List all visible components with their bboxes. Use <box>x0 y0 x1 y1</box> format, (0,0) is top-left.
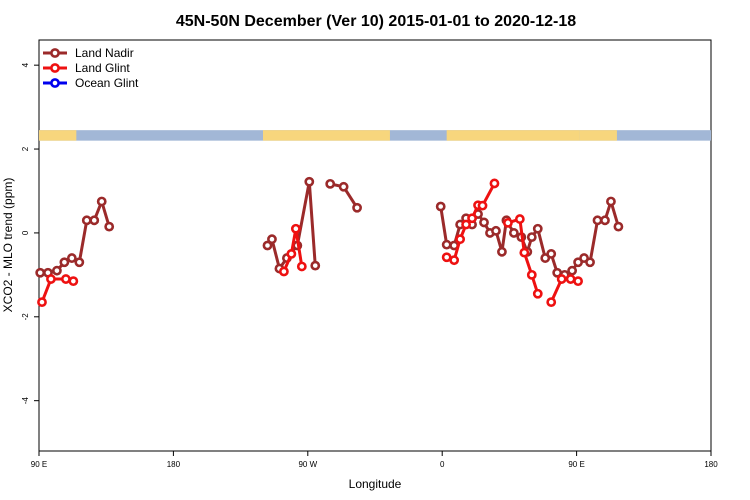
chart-title: 45N-50N December (Ver 10) 2015-01-01 to … <box>176 13 576 30</box>
data-point-land-nadir <box>52 265 62 276</box>
plot-border <box>38 39 712 452</box>
data-point-land-nadir <box>304 176 315 187</box>
legend-label-land-glint: Land Glint <box>75 61 130 75</box>
data-point-land-glint <box>455 234 466 245</box>
series-land-nadir <box>35 176 624 280</box>
data-point-land-nadir <box>526 232 537 243</box>
data-point-land-nadir <box>479 217 489 228</box>
legend-label-ocean-glint: Ocean Glint <box>75 76 139 90</box>
legend-label-land-nadir: Land Nadir <box>75 46 134 60</box>
data-point-land-nadir <box>585 257 595 268</box>
series-layer <box>35 176 624 308</box>
x-tick-label: 90 E <box>568 460 584 469</box>
data-point-land-glint <box>573 276 583 287</box>
x-tick-label: 90 W <box>298 460 317 469</box>
world-map-strip <box>39 130 711 141</box>
data-point-land-glint <box>514 214 525 224</box>
data-point-land-nadir <box>352 202 362 213</box>
y-axis: -4 -2 0 2 4 <box>21 62 39 404</box>
x-tick-label: 90 E <box>31 460 47 469</box>
data-point-land-glint <box>296 261 307 272</box>
x-tick-label: 180 <box>704 460 718 469</box>
y-tick-label: -2 <box>21 313 30 321</box>
data-point-land-nadir <box>546 248 557 259</box>
data-point-land-nadir <box>89 215 100 226</box>
data-point-land-glint <box>46 274 56 284</box>
data-point-land-nadir <box>59 257 70 268</box>
data-point-land-nadir <box>104 221 115 232</box>
x-axis-label: Longitude <box>349 477 402 491</box>
x-axis: 90 E 180 90 W 0 90 E 180 <box>31 451 718 469</box>
x-tick-label: 0 <box>440 460 445 469</box>
data-point-land-nadir <box>435 201 446 212</box>
data-point-land-nadir <box>532 223 543 234</box>
data-point-land-glint <box>290 223 301 234</box>
data-point-land-glint <box>68 276 79 287</box>
data-point-land-glint <box>519 247 530 258</box>
y-tick-label: 0 <box>21 230 30 235</box>
data-point-land-glint <box>286 248 297 259</box>
data-point-land-glint <box>477 200 488 211</box>
data-point-land-nadir <box>567 265 578 276</box>
data-point-land-glint <box>467 213 477 224</box>
y-tick-label: 2 <box>21 146 30 151</box>
data-point-land-glint <box>441 252 452 263</box>
data-point-land-nadir <box>81 215 92 226</box>
y-tick-label: 4 <box>21 62 30 67</box>
data-point-land-nadir <box>74 257 85 268</box>
land-asia-east <box>39 130 77 141</box>
series-land-glint <box>37 178 583 308</box>
data-point-land-glint <box>565 274 576 284</box>
data-point-land-glint <box>279 266 289 277</box>
data-point-land-nadir <box>35 267 46 278</box>
data-point-land-glint <box>449 255 460 266</box>
data-point-land-nadir <box>96 196 107 207</box>
data-point-land-nadir <box>325 178 336 189</box>
y-tick-label: -4 <box>21 397 30 405</box>
data-point-land-glint <box>503 217 513 228</box>
data-point-land-glint <box>37 297 47 308</box>
y-axis-label: XCO2 - MLO trend (ppm) <box>1 178 15 313</box>
legend-marker-ocean-glint <box>50 78 60 88</box>
data-point-land-nadir <box>497 246 507 257</box>
data-point-land-nadir <box>600 215 610 226</box>
data-point-land-nadir <box>491 225 501 236</box>
data-point-land-glint <box>526 269 537 280</box>
data-point-land-nadir <box>592 215 603 226</box>
data-point-land-nadir <box>262 240 273 251</box>
legend-marker-land-nadir <box>50 48 60 58</box>
legend-marker-land-glint <box>50 63 60 73</box>
data-point-land-glint <box>556 274 567 284</box>
data-point-land-glint <box>546 297 557 308</box>
data-point-land-nadir <box>66 253 77 263</box>
data-point-land-glint <box>489 178 500 189</box>
data-point-land-glint <box>461 219 471 230</box>
x-tick-label: 180 <box>167 460 181 469</box>
land-asia-far-east <box>579 130 617 141</box>
land-north-america <box>263 130 390 141</box>
data-point-land-nadir <box>606 196 616 207</box>
series-line-land-glint <box>282 227 304 273</box>
data-point-land-glint <box>532 288 543 299</box>
data-point-land-nadir <box>613 221 624 232</box>
data-point-land-nadir <box>338 181 349 192</box>
data-point-land-nadir <box>310 260 321 271</box>
data-point-land-glint <box>60 274 71 284</box>
data-point-land-nadir <box>508 228 519 238</box>
land-europe-asia <box>446 130 580 141</box>
plot-area <box>38 39 712 452</box>
data-point-land-nadir <box>267 234 277 245</box>
data-point-land-nadir <box>441 239 452 250</box>
